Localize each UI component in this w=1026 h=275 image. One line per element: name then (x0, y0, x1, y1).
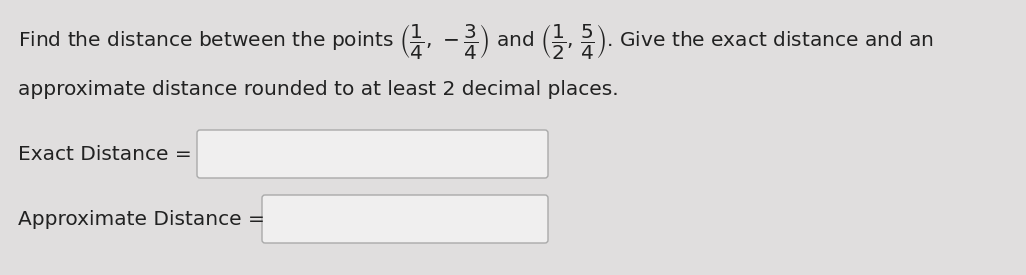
Text: approximate distance rounded to at least 2 decimal places.: approximate distance rounded to at least… (18, 80, 619, 99)
FancyBboxPatch shape (197, 130, 548, 178)
FancyBboxPatch shape (262, 195, 548, 243)
Text: Exact Distance =: Exact Distance = (18, 145, 192, 164)
Text: Approximate Distance =: Approximate Distance = (18, 210, 265, 229)
Text: Find the distance between the points $\left(\dfrac{1}{4},\,-\dfrac{3}{4}\right)$: Find the distance between the points $\l… (18, 22, 934, 61)
